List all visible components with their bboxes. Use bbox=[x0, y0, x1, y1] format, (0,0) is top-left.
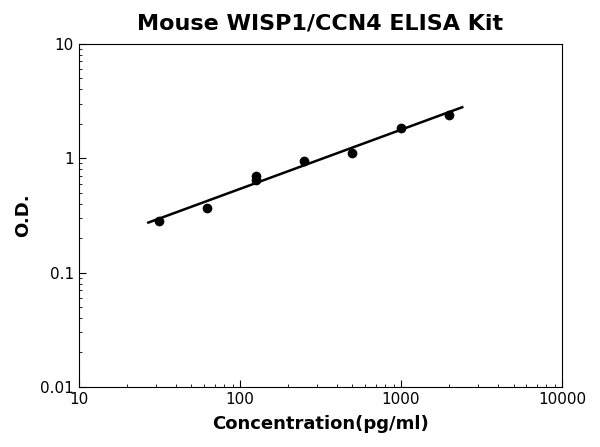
Title: Mouse WISP1/CCN4 ELISA Kit: Mouse WISP1/CCN4 ELISA Kit bbox=[137, 14, 503, 34]
Y-axis label: O.D.: O.D. bbox=[14, 194, 32, 237]
X-axis label: Concentration(pg/ml): Concentration(pg/ml) bbox=[212, 415, 429, 433]
